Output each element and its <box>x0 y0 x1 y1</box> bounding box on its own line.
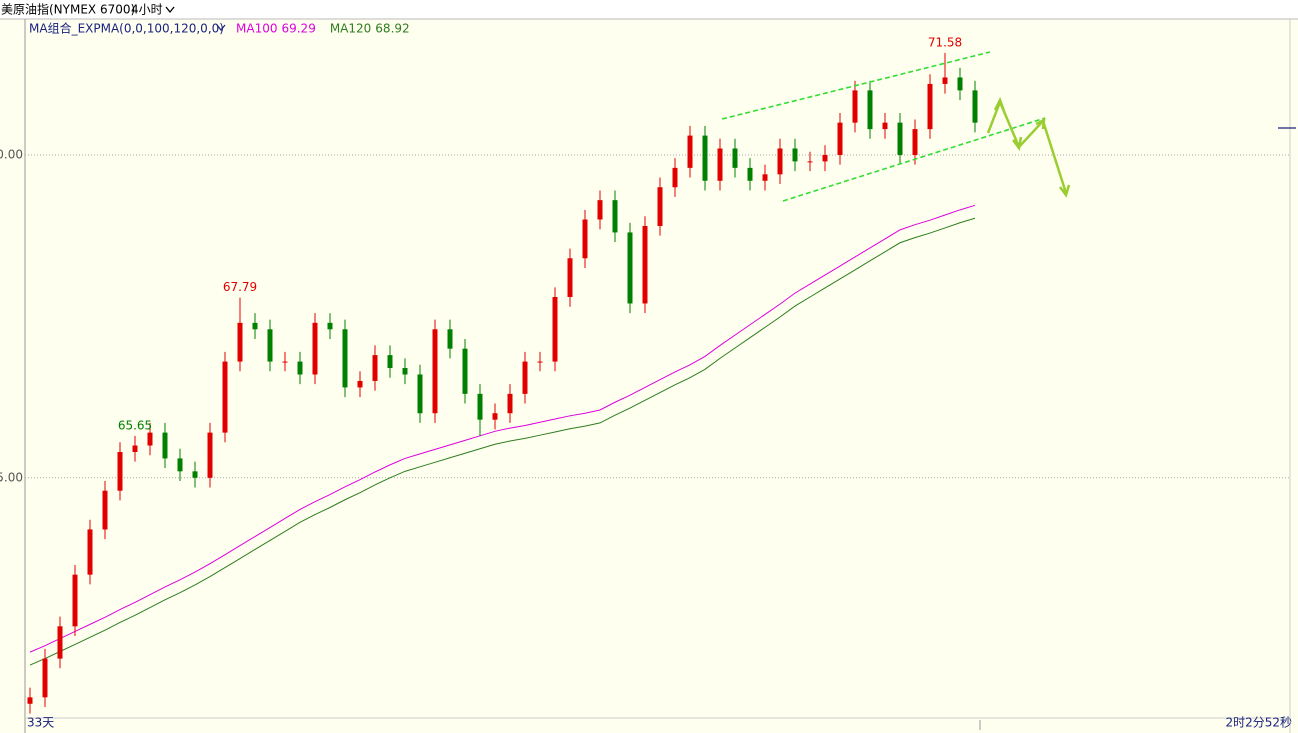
candle-body <box>777 148 783 175</box>
candle-body <box>597 200 603 220</box>
candle-body <box>402 368 408 375</box>
candle-body <box>57 626 63 659</box>
candle-body <box>252 322 258 330</box>
channel-upper <box>721 51 991 120</box>
candle-body <box>297 361 303 375</box>
legend-value: 68.92 <box>375 22 409 36</box>
legend-name: MA100 <box>236 22 277 36</box>
candle-body <box>162 432 168 459</box>
y-tick-label: 5.00 <box>0 470 23 484</box>
ma-line <box>29 217 976 666</box>
legend-name: MA120 <box>330 22 371 36</box>
candle-body <box>972 90 978 123</box>
candle-body <box>942 77 948 84</box>
candle-body <box>522 361 528 394</box>
candle-body <box>492 413 498 420</box>
candle-body <box>672 167 678 188</box>
candle-body <box>627 232 633 304</box>
period[interactable]: 4小时 <box>131 3 163 17</box>
candle-body <box>642 225 648 304</box>
candle-body <box>822 154 828 162</box>
forecast-arrows <box>986 96 1071 198</box>
candle-body <box>87 529 93 575</box>
candle-body <box>267 329 273 362</box>
candle-body <box>882 122 888 130</box>
price-annotation: 71.58 <box>928 35 962 49</box>
channel <box>721 51 1046 202</box>
candle-body <box>867 90 873 130</box>
arrow-head <box>993 96 1006 112</box>
candle-body <box>702 135 708 181</box>
candle-body <box>222 361 228 433</box>
arrow-head <box>1059 184 1071 198</box>
indicator-dropdown[interactable] <box>216 24 226 31</box>
indicator-label: MA组合_EXPMA(0,0,100,120,0,0) <box>29 21 224 36</box>
legend: MA100 69.29 MA120 68.92 <box>236 22 410 36</box>
candle-body <box>117 451 123 491</box>
candle-body <box>447 329 453 349</box>
candle-body <box>912 129 918 155</box>
candle-body <box>477 393 483 420</box>
candle-body <box>417 374 423 414</box>
candle-body <box>387 355 393 369</box>
candle-body <box>27 697 33 704</box>
title-bar <box>0 0 1298 19</box>
candle-body <box>897 122 903 155</box>
price-annotation: 67.79 <box>223 280 257 294</box>
candle-body <box>552 297 558 362</box>
candle-body <box>927 83 933 130</box>
candle-body <box>372 355 378 381</box>
candle-body <box>687 135 693 168</box>
candle-body <box>132 445 138 452</box>
candle-body <box>282 361 288 363</box>
candle-body <box>807 161 813 163</box>
candle-body <box>42 658 48 698</box>
candle-body <box>957 77 963 91</box>
candle-body <box>537 361 543 363</box>
candle-body <box>657 187 663 226</box>
candle-body <box>312 322 318 375</box>
candle-body <box>177 458 183 472</box>
candle-body <box>717 148 723 181</box>
candle-body <box>342 329 348 388</box>
candle-body <box>567 258 573 298</box>
period-dropdown[interactable] <box>165 6 175 14</box>
legend-value: 69.29 <box>281 22 315 36</box>
candle-body <box>507 393 513 414</box>
arrow-head <box>1035 117 1046 130</box>
candle-body <box>852 90 858 123</box>
footer-right: 2时2分52秒 <box>1225 716 1292 730</box>
channel-lower <box>782 117 1046 202</box>
candle-body <box>357 380 363 388</box>
candle-body <box>792 148 798 162</box>
candle-body <box>762 174 768 181</box>
candle-body <box>102 490 108 530</box>
y-tick-label: 0.00 <box>0 147 23 161</box>
candle-body <box>747 167 753 181</box>
ma-line <box>29 204 976 653</box>
price-annotation: 65.65 <box>118 418 152 432</box>
candle-body <box>432 329 438 414</box>
candle-body <box>147 432 153 446</box>
footer-left: 33天 <box>27 716 54 730</box>
candle-body <box>462 348 468 394</box>
chart-title: 美原油指(NYMEX 6700) <box>1 2 135 17</box>
arrow-head <box>1012 136 1023 152</box>
candle-body <box>237 322 243 362</box>
candle-body <box>732 148 738 168</box>
candle-body <box>327 322 333 330</box>
plot: 0.00 5.00 71.58 67.79 65.65 <box>0 35 1290 714</box>
candle-body <box>582 219 588 259</box>
candle-body <box>207 432 213 478</box>
candle-body <box>612 200 618 233</box>
candle-body <box>72 574 78 627</box>
candle-body <box>192 471 198 478</box>
candle-body <box>837 122 843 155</box>
